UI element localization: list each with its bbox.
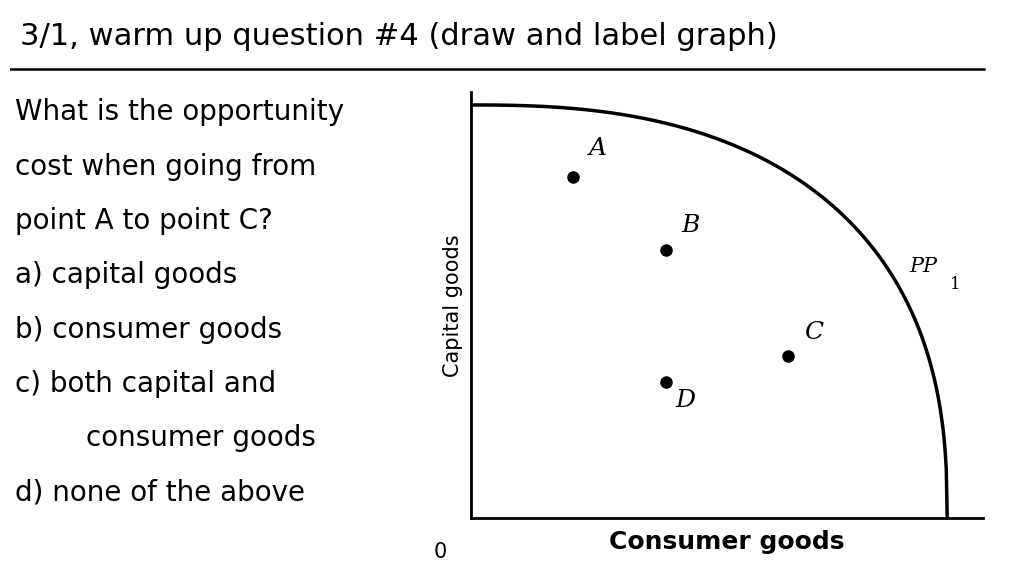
Text: B: B (681, 214, 699, 237)
Text: 0: 0 (434, 543, 446, 563)
Text: b) consumer goods: b) consumer goods (14, 316, 282, 344)
Text: a) capital goods: a) capital goods (14, 262, 237, 290)
Text: 1: 1 (950, 276, 962, 293)
Y-axis label: Capital goods: Capital goods (442, 234, 463, 377)
Text: What is the opportunity: What is the opportunity (14, 98, 344, 127)
Text: 3/1, warm up question #4 (draw and label graph): 3/1, warm up question #4 (draw and label… (20, 22, 778, 51)
Text: consumer goods: consumer goods (14, 425, 315, 452)
Text: D: D (676, 389, 696, 412)
Text: PP: PP (909, 256, 937, 275)
Text: point A to point C?: point A to point C? (14, 207, 272, 235)
Text: d) none of the above: d) none of the above (14, 479, 305, 507)
Text: C: C (804, 321, 823, 344)
Text: A: A (589, 137, 607, 160)
X-axis label: Consumer goods: Consumer goods (609, 529, 845, 554)
Text: cost when going from: cost when going from (14, 153, 315, 181)
Text: c) both capital and: c) both capital and (14, 370, 275, 398)
